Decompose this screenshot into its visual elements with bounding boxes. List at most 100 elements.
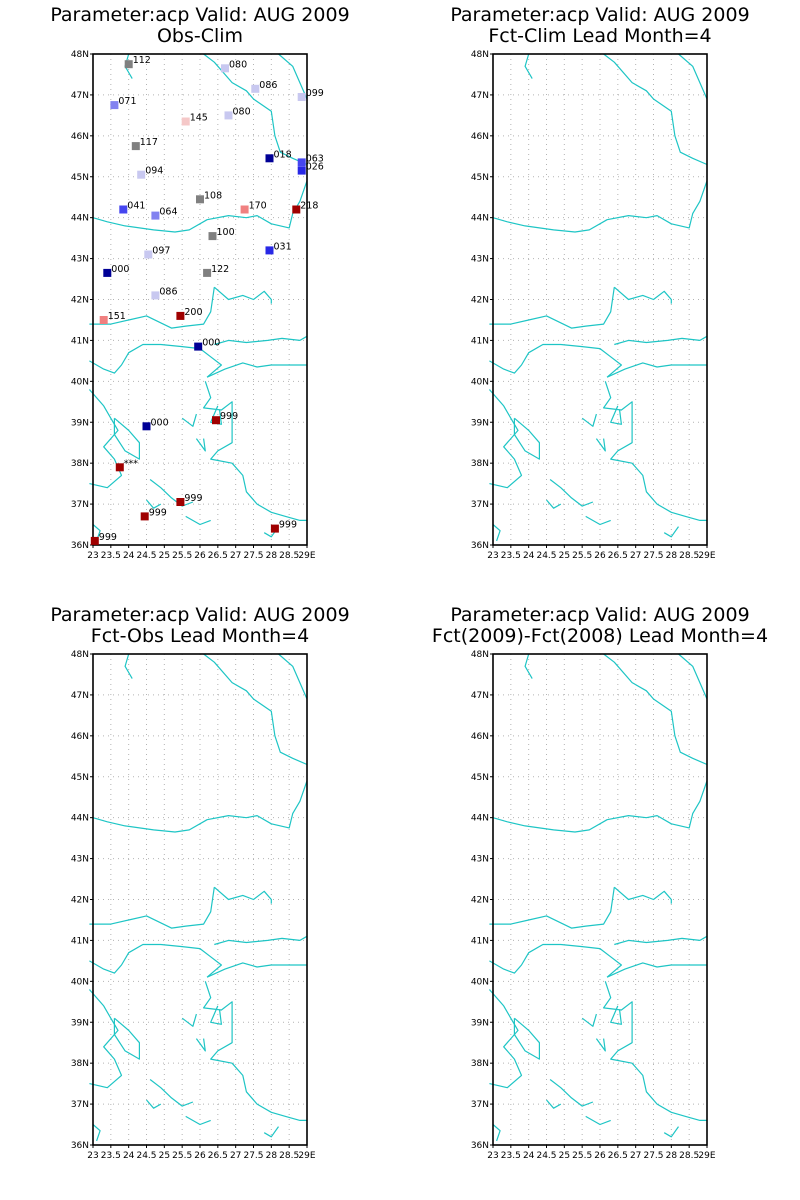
station-value-label: 100 bbox=[217, 227, 235, 238]
station-square bbox=[176, 311, 185, 320]
station-square bbox=[119, 205, 128, 214]
lat-tick-label: 38N bbox=[71, 459, 89, 469]
lon-tick-label: 26 bbox=[594, 551, 606, 561]
coastline-path bbox=[603, 381, 707, 521]
lat-tick-label: 42N bbox=[471, 896, 489, 906]
station-marker: 122 bbox=[203, 264, 229, 277]
coastline-path bbox=[89, 287, 215, 329]
coastline-path bbox=[489, 943, 622, 978]
lat-tick-label: 47N bbox=[471, 691, 489, 701]
map-area: 36N 37N 38N 39N 40N 41N 42N 43N 44N 45N 46N 47N 48N 2… bbox=[471, 50, 716, 561]
coastline-path bbox=[488, 989, 523, 1089]
coastline-path bbox=[214, 335, 308, 346]
coastline-path bbox=[185, 515, 211, 526]
coastline-path bbox=[603, 53, 708, 166]
lat-tick-label: 36N bbox=[71, 1141, 89, 1151]
map-fct-clim: Parameter:acp Valid: AUG 2009 Fct-Clim L… bbox=[450, 4, 749, 561]
station-square bbox=[110, 101, 119, 110]
station-square bbox=[203, 268, 212, 277]
coastline-path bbox=[603, 981, 707, 1121]
lon-tick-label: 23 bbox=[487, 551, 498, 561]
coastline-path bbox=[149, 479, 194, 507]
coastline-path bbox=[524, 653, 533, 679]
coastline-path bbox=[549, 1079, 594, 1107]
coastline-path bbox=[678, 653, 708, 700]
station-square bbox=[265, 154, 274, 163]
map-area: 36N 37N 38N 39N 40N 41N 42N 43N 44N 45N 46N 47N 48N 2… bbox=[71, 50, 316, 561]
station-square bbox=[137, 170, 146, 179]
lat-tick-label: 36N bbox=[71, 541, 89, 551]
station-value-label: 031 bbox=[274, 241, 292, 252]
map-area: 36N 37N 38N 39N 40N 41N 42N 43N 44N 45N 46N 47N 48N 2… bbox=[71, 650, 316, 1161]
lon-tick-label: 28.5 bbox=[679, 1151, 699, 1161]
lon-tick-label: 26 bbox=[194, 1151, 206, 1161]
coastline-path bbox=[185, 1115, 211, 1126]
coastline-path bbox=[278, 53, 308, 100]
coastlines bbox=[488, 53, 708, 542]
lon-tick-label: 27 bbox=[630, 1151, 641, 1161]
lon-tick-label: 24 bbox=[523, 1151, 535, 1161]
lat-tick-label: 47N bbox=[71, 691, 89, 701]
station-value-label: *** bbox=[124, 458, 139, 469]
coastline-path bbox=[489, 887, 615, 929]
station-value-label: 151 bbox=[108, 311, 126, 322]
lat-tick-label: 41N bbox=[71, 336, 89, 346]
lat-tick-label: 38N bbox=[471, 1059, 489, 1069]
lon-tick-label: 23 bbox=[87, 1151, 98, 1161]
lat-tick-label: 41N bbox=[471, 336, 489, 346]
coastline-path bbox=[210, 1005, 222, 1025]
coastline-path bbox=[614, 935, 708, 946]
station-marker: 099 bbox=[297, 88, 324, 101]
station-square bbox=[297, 93, 306, 101]
station-square bbox=[292, 205, 301, 214]
station-value-label: 145 bbox=[190, 113, 208, 124]
lon-tick-label: 23.5 bbox=[501, 551, 521, 561]
station-value-label: 999 bbox=[184, 493, 202, 504]
station-marker: 145 bbox=[181, 113, 208, 126]
station-value-label: 122 bbox=[211, 264, 229, 275]
coastlines bbox=[88, 653, 308, 1142]
coastlines bbox=[488, 653, 708, 1142]
station-marker: 108 bbox=[196, 190, 222, 204]
lat-tick-label: 41N bbox=[471, 936, 489, 946]
station-marker: 031 bbox=[265, 241, 292, 255]
lon-tick-label: 25.5 bbox=[172, 1151, 192, 1161]
station-square bbox=[251, 84, 260, 93]
station-marker: 041 bbox=[119, 201, 145, 214]
lon-tick-label: 24 bbox=[123, 1151, 135, 1161]
station-value-label: 018 bbox=[274, 149, 292, 160]
lon-tick-label: 26.5 bbox=[208, 1151, 228, 1161]
station-value-label: 086 bbox=[159, 286, 177, 297]
lat-tick-label: 44N bbox=[71, 214, 89, 224]
station-square bbox=[297, 158, 306, 167]
coastline-path bbox=[89, 887, 215, 929]
coastline-path bbox=[513, 1017, 540, 1060]
station-marker: 026 bbox=[297, 162, 324, 175]
coastline-path bbox=[203, 653, 308, 766]
station-marker: 151 bbox=[99, 311, 126, 324]
station-square bbox=[115, 463, 124, 472]
station-marker: 218 bbox=[292, 201, 318, 214]
panel-title-line1: Parameter:acp Valid: AUG 2009 bbox=[50, 4, 349, 26]
coastline-path bbox=[613, 886, 672, 904]
lon-tick-label: 25 bbox=[159, 1151, 170, 1161]
coastline-path bbox=[113, 417, 140, 460]
station-value-label: 999 bbox=[220, 411, 238, 422]
station-marker: *** bbox=[115, 458, 139, 472]
coastline-path bbox=[603, 653, 708, 766]
lat-tick-label: 43N bbox=[71, 255, 89, 265]
coastline-path bbox=[195, 1038, 206, 1052]
coastline-path bbox=[88, 989, 123, 1089]
lat-tick-label: 46N bbox=[71, 732, 89, 742]
panel-title-line2: Fct(2009)-Fct(2008) Lead Month=4 bbox=[432, 625, 768, 647]
panel-title-line2: Obs-Clim bbox=[157, 25, 243, 47]
lon-tick-label: 28 bbox=[666, 1151, 678, 1161]
station-value-label: 000 bbox=[202, 338, 220, 349]
coastline-path bbox=[146, 499, 162, 509]
lat-tick-label: 45N bbox=[471, 173, 489, 183]
lon-tick-label: 26.5 bbox=[608, 551, 628, 561]
station-marker: 200 bbox=[176, 307, 203, 320]
station-marker: 018 bbox=[265, 149, 292, 163]
coastline-path bbox=[606, 362, 707, 378]
station-square bbox=[224, 111, 233, 120]
